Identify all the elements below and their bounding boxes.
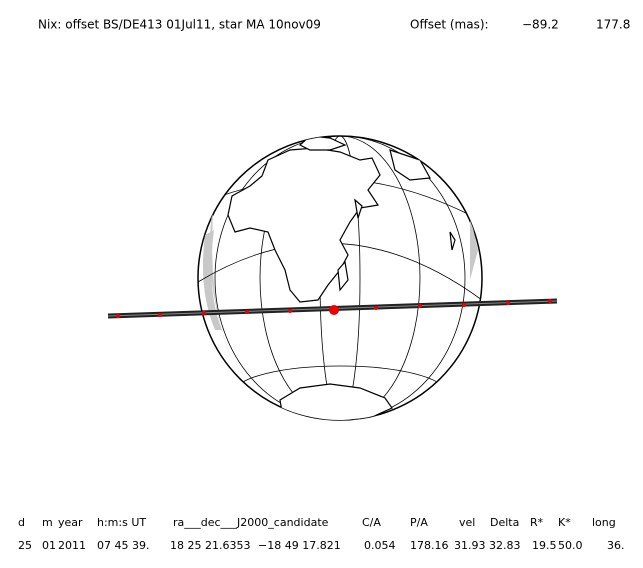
column-header: Delta	[490, 516, 519, 529]
column-header: long	[592, 516, 616, 529]
column-header: P/A	[410, 516, 428, 529]
cell: 07 45 39.	[97, 539, 149, 552]
column-header: h:m:s UT	[97, 516, 146, 529]
cell: 0.054	[364, 539, 396, 552]
cell: 19.5	[532, 539, 557, 552]
column-header: C/A	[362, 516, 381, 529]
cell: 32.83	[489, 539, 521, 552]
offset-value: 177.8	[596, 18, 630, 32]
cell: −18 49 17.821	[258, 539, 341, 552]
shadow-path	[107, 298, 558, 319]
cell: 50.0	[558, 539, 583, 552]
offset-value: −89.2	[522, 18, 559, 32]
column-header: vel	[459, 516, 475, 529]
column-header: ra___dec___J2000_candidate	[173, 516, 329, 529]
cell: 01	[42, 539, 56, 552]
cell: 178.16	[410, 539, 449, 552]
column-header: d	[18, 516, 25, 529]
offset-label: Offset (mas):	[410, 18, 489, 32]
column-header: K*	[558, 516, 571, 529]
cell: 31.93	[454, 539, 486, 552]
event-table: d m year h:m:s UT ra___dec___J2000_candidate…	[18, 516, 625, 552]
column-header: R*	[530, 516, 544, 529]
column-header: year	[58, 516, 83, 529]
cell: 2011	[58, 539, 86, 552]
cell: 25	[18, 539, 32, 552]
title: Nix: offset BS/DE413 01Jul11, star MA 10…	[38, 18, 321, 32]
globe	[197, 135, 483, 421]
cell: 18 25 21.6353	[170, 539, 250, 552]
cell: 36.	[607, 539, 625, 552]
column-header: m	[42, 516, 53, 529]
